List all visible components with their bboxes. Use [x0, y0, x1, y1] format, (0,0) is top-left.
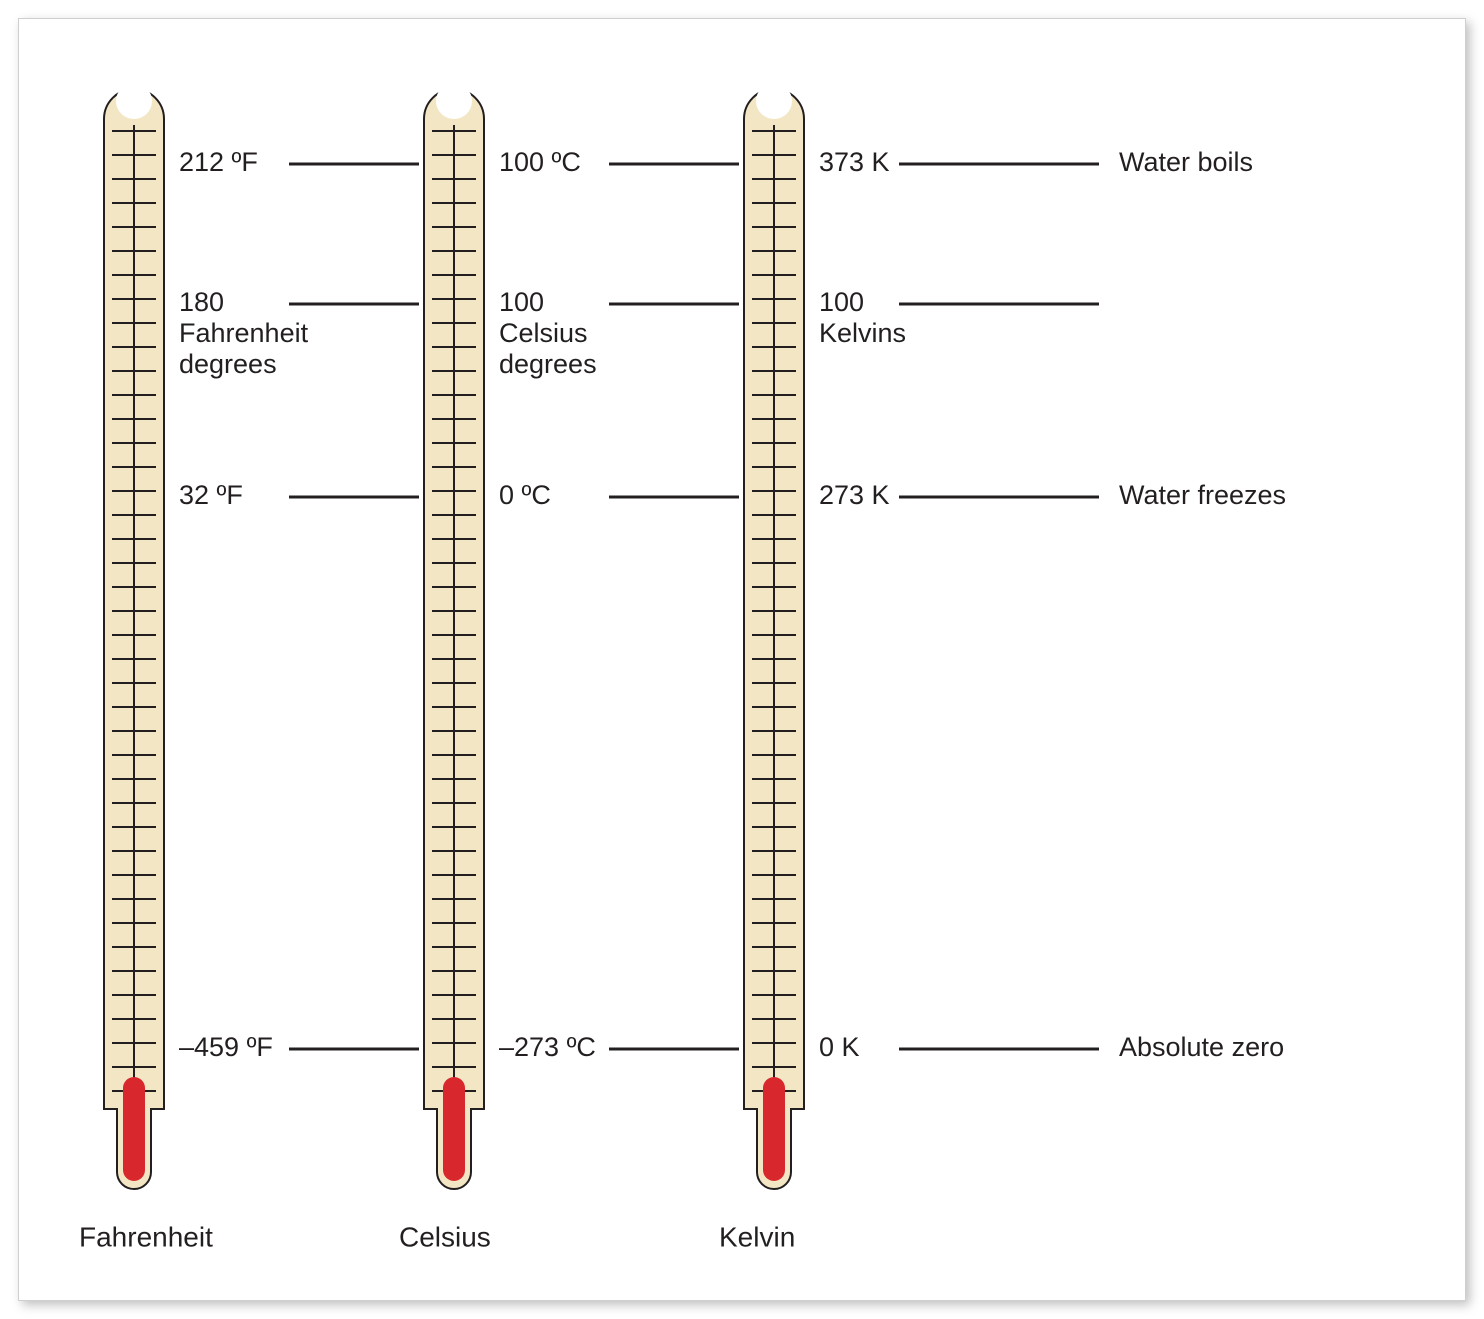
- scale-range-label: degrees: [179, 349, 277, 379]
- thermometer-fahrenheit: 212 ºF180Fahrenheitdegrees32 ºF–459 ºFFa…: [79, 83, 419, 1252]
- scale-range-label: Celsius: [499, 318, 588, 348]
- temperature-scales-diagram: 212 ºF180Fahrenheitdegrees32 ºF–459 ºFFa…: [19, 19, 1467, 1300]
- scale-name: Fahrenheit: [79, 1221, 213, 1252]
- scale-range-label: Kelvins: [819, 318, 906, 348]
- scale-range-label: degrees: [499, 349, 597, 379]
- scale-value-label: –459 ºF: [179, 1032, 273, 1062]
- scale-value-label: 100 ºC: [499, 147, 581, 177]
- scale-range-label: 180: [179, 287, 224, 317]
- physical-reference-label: Absolute zero: [1119, 1032, 1284, 1062]
- scale-value-label: 273 K: [819, 480, 890, 510]
- diagram-frame: 212 ºF180Fahrenheitdegrees32 ºF–459 ºFFa…: [18, 18, 1466, 1301]
- scale-value-label: 0 ºC: [499, 480, 551, 510]
- thermometer-celsius: 100 ºC100Celsiusdegrees0 ºC–273 ºCCelsiu…: [399, 83, 739, 1252]
- thermometer-top-hole: [116, 83, 152, 119]
- scale-range-label: 100: [499, 287, 544, 317]
- thermometer-kelvin: 373 K 100Kelvins 273 K 0 K Kelvin: [719, 83, 1099, 1252]
- mercury-column: [123, 1077, 145, 1181]
- scale-value-label: 212 ºF: [179, 147, 258, 177]
- scale-value-label: –273 ºC: [499, 1032, 596, 1062]
- scale-value-label: 0 K: [819, 1032, 860, 1062]
- mercury-column: [443, 1077, 465, 1181]
- mercury-column: [763, 1077, 785, 1181]
- thermometer-top-hole: [436, 83, 472, 119]
- scale-name: Kelvin: [719, 1221, 795, 1252]
- scale-range-label: Fahrenheit: [179, 318, 309, 348]
- scale-name: Celsius: [399, 1221, 491, 1252]
- thermometer-top-hole: [756, 83, 792, 119]
- scale-value-label: 32 ºF: [179, 480, 243, 510]
- scale-range-label: 100: [819, 287, 864, 317]
- physical-reference-label: Water boils: [1119, 147, 1253, 177]
- scale-value-label: 373 K: [819, 147, 890, 177]
- physical-reference-label: Water freezes: [1119, 480, 1286, 510]
